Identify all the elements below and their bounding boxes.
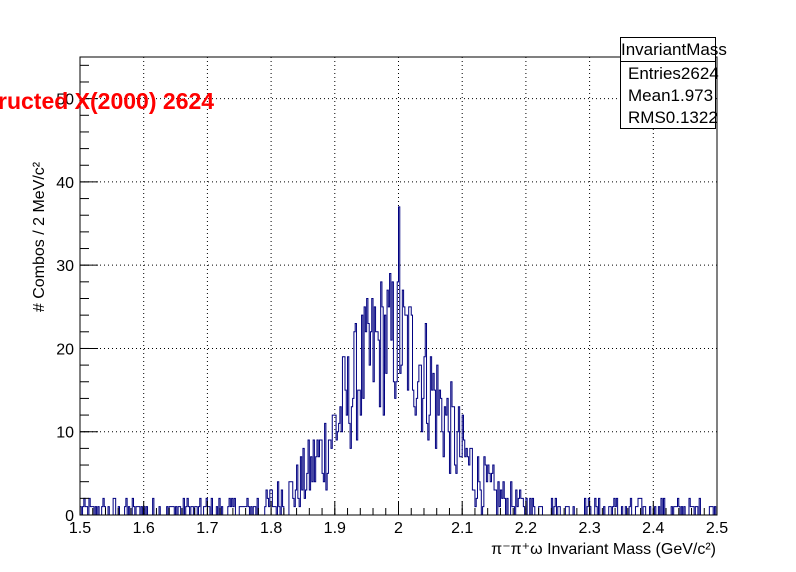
stats-label: RMS bbox=[628, 108, 666, 127]
x-tick-label: 2.4 bbox=[642, 520, 664, 537]
overlay-title: ructed X(2000) 2624 bbox=[0, 88, 215, 114]
x-tick-labels: 1.5 1.6 1.7 1.8 1.9 2 2.1 2.2 2.3 2.4 2.5 bbox=[69, 520, 728, 537]
x-tick-label: 1.7 bbox=[196, 520, 218, 537]
x-tick-label: 2.5 bbox=[706, 520, 728, 537]
stats-value: 2624 bbox=[680, 64, 719, 83]
stats-value: 0.1322 bbox=[665, 108, 718, 127]
x-tick-label: 2.2 bbox=[515, 520, 537, 537]
y-tick-label: 10 bbox=[56, 425, 74, 442]
axis-ticks bbox=[79, 64, 718, 516]
y-tick-labels: 0 10 20 30 40 50 bbox=[56, 92, 74, 525]
grid-lines bbox=[80, 57, 717, 515]
y-tick-label: 0 bbox=[65, 508, 74, 525]
stats-box: InvariantMass Entries 2624 Mean 1.973 RM… bbox=[620, 37, 727, 129]
stats-row-mean: Mean 1.973 bbox=[621, 84, 715, 106]
y-tick-label: 40 bbox=[56, 175, 74, 192]
x-tick-label: 1.5 bbox=[69, 520, 91, 537]
x-tick-label: 1.6 bbox=[133, 520, 155, 537]
y-axis-label: # Combos / 2 MeV/c² bbox=[31, 161, 48, 312]
histogram-line bbox=[79, 206, 717, 516]
stats-label: Entries bbox=[628, 64, 681, 83]
x-axis-label: π⁻π⁺ω Invariant Mass (GeV/c²) bbox=[491, 541, 716, 558]
y-tick-label: 20 bbox=[56, 341, 74, 358]
x-tick-label: 2.1 bbox=[451, 520, 473, 537]
stats-row-rms: RMS 0.1322 bbox=[621, 106, 718, 128]
x-tick-label: 1.9 bbox=[324, 520, 346, 537]
stats-value: 1.973 bbox=[670, 86, 714, 105]
y-tick-label: 50 bbox=[56, 92, 74, 109]
x-tick-label: 1.8 bbox=[260, 520, 282, 537]
x-tick-label: 2.3 bbox=[578, 520, 600, 537]
stats-row-entries: Entries 2624 bbox=[621, 62, 719, 84]
stats-label: Mean bbox=[628, 86, 671, 105]
x-tick-label: 2 bbox=[394, 520, 403, 537]
y-tick-label: 30 bbox=[56, 258, 74, 275]
stats-title: InvariantMass bbox=[621, 38, 727, 62]
